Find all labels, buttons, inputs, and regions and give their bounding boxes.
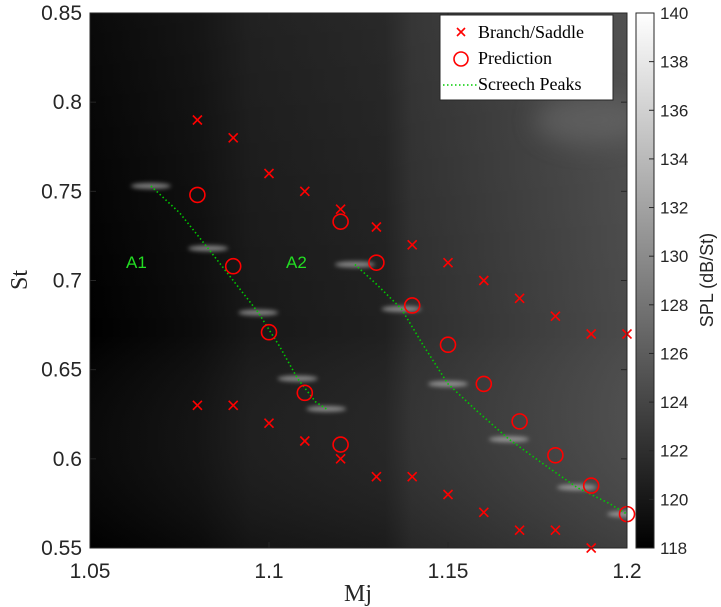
branch-saddle-point	[550, 311, 561, 322]
legend-label-screech: Screech Peaks	[478, 74, 581, 94]
heatmap-streak	[277, 375, 318, 382]
heatmap-features	[130, 95, 627, 518]
heatmap-streak	[334, 261, 375, 268]
y-tick-label: 0.65	[41, 359, 82, 382]
branch-saddle-point	[192, 400, 203, 411]
branch-saddle-point	[407, 239, 418, 250]
legend-label-prediction: Prediction	[478, 48, 552, 68]
prediction-point	[332, 436, 349, 453]
branch-saddle-point	[263, 418, 275, 429]
branch-saddle-point	[299, 435, 310, 447]
colorbar-gradient	[635, 12, 655, 549]
branch-saddle-point	[586, 328, 597, 340]
prediction-point	[189, 186, 206, 204]
heatmap-streak	[488, 436, 529, 443]
branch-saddle-point	[371, 221, 382, 233]
heatmap-shading	[90, 13, 627, 548]
y-tick-label: 0.6	[53, 448, 82, 471]
y-axis-label: St	[7, 270, 33, 290]
prediction-point	[582, 477, 600, 494]
screech-peak-line	[354, 263, 628, 515]
colorbar-ticks: 118 120 122 124 126 128 130 132 134 136 138 140	[649, 4, 688, 558]
legend-label-branch: Branch/Saddle	[478, 22, 584, 42]
prediction-point	[547, 446, 564, 464]
x-axis: 1.05 1.1 1.15 1.2	[70, 13, 642, 583]
colorbar-tick-label: 130	[660, 247, 688, 266]
plot-area: A1 A2	[89, 12, 636, 554]
colorbar-tick-label: 126	[660, 344, 688, 363]
branch-saddle-point	[371, 471, 382, 482]
colorbar-tick-label: 120	[660, 490, 688, 509]
colorbar-tick-label: 118	[660, 539, 687, 558]
colorbar-label: SPL (dB/St)	[697, 233, 717, 327]
prediction-point	[260, 323, 278, 341]
y-axis: 0.55 0.6 0.65 0.7 0.75 0.8 0.85	[41, 2, 627, 560]
branch-saddle-point	[335, 204, 346, 215]
x-tick-label: 1.05	[70, 560, 111, 583]
prediction-point	[403, 297, 421, 314]
legend-marker-prediction	[453, 51, 469, 67]
heatmap-streak	[238, 309, 279, 316]
branch-saddle-series	[192, 114, 633, 554]
branch-saddle-point	[407, 471, 418, 482]
colorbar-tick-label: 138	[660, 53, 688, 72]
x-tick-label: 1.2	[612, 560, 641, 583]
colorbar-tick-label: 122	[660, 442, 688, 461]
branch-saddle-point	[514, 525, 525, 536]
branch-saddle-point	[192, 114, 203, 126]
legend-marker-branch	[456, 27, 466, 37]
x-tick-label: 1.1	[254, 560, 283, 583]
prediction-point	[439, 336, 457, 354]
colorbar-tick-label: 134	[660, 150, 688, 169]
branch-saddle-point	[478, 507, 489, 518]
colorbar-tick-label: 128	[660, 296, 688, 315]
colorbar-tick-label: 140	[660, 4, 688, 23]
branch-saddle-point	[335, 453, 346, 464]
heatmap-glow	[535, 95, 627, 145]
prediction-point	[475, 375, 493, 393]
y-tick-label: 0.85	[41, 2, 82, 25]
colorbar-tick-label: 136	[660, 101, 688, 120]
heatmap-streak	[607, 511, 627, 518]
x-axis-label: Mj	[344, 581, 372, 607]
y-tick-label: 0.55	[41, 537, 82, 560]
branch-saddle-point	[299, 186, 310, 197]
branch-saddle-point	[442, 489, 454, 500]
branch-saddle-point	[228, 400, 239, 411]
y-tick-label: 0.75	[41, 180, 82, 203]
branch-saddle-point	[263, 168, 275, 179]
colorbar-tick-label: 124	[660, 393, 688, 412]
branch-saddle-point	[228, 132, 239, 143]
prediction-point	[368, 254, 385, 271]
screech-peaks-series	[150, 185, 628, 515]
prediction-point	[224, 257, 242, 275]
y-tick-label: 0.7	[53, 270, 82, 293]
colorbar-tick-label: 132	[660, 199, 688, 218]
branch-saddle-point	[514, 293, 525, 304]
legend-box	[439, 14, 614, 101]
prediction-point	[332, 213, 349, 230]
annotation-a1: A1	[126, 253, 147, 272]
y-tick-label: 0.8	[53, 91, 82, 114]
prediction-point	[511, 413, 528, 430]
prediction-point	[296, 384, 314, 402]
screech-streaks	[130, 182, 627, 518]
branch-saddle-point	[442, 257, 454, 268]
x-tick-label: 1.15	[428, 560, 469, 583]
heatmap-streak	[556, 484, 597, 491]
branch-saddle-point	[550, 525, 561, 536]
legend: Branch/Saddle Prediction Screech Peaks	[439, 14, 614, 101]
colorbar: 118 120 122 124 126 128 130 132 134 136 138 140 SPL…	[635, 4, 717, 558]
heatmap-streak	[130, 182, 171, 189]
annotation-a2: A2	[286, 253, 307, 272]
branch-saddle-point	[478, 275, 489, 286]
